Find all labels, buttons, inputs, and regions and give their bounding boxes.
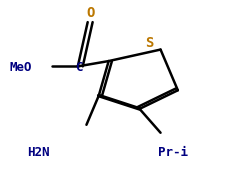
Text: Pr-i: Pr-i (158, 146, 188, 159)
Text: O: O (86, 6, 94, 20)
Text: H2N: H2N (27, 146, 50, 159)
Text: MeO: MeO (10, 61, 32, 74)
Text: C: C (75, 61, 83, 74)
Text: S: S (145, 36, 154, 50)
